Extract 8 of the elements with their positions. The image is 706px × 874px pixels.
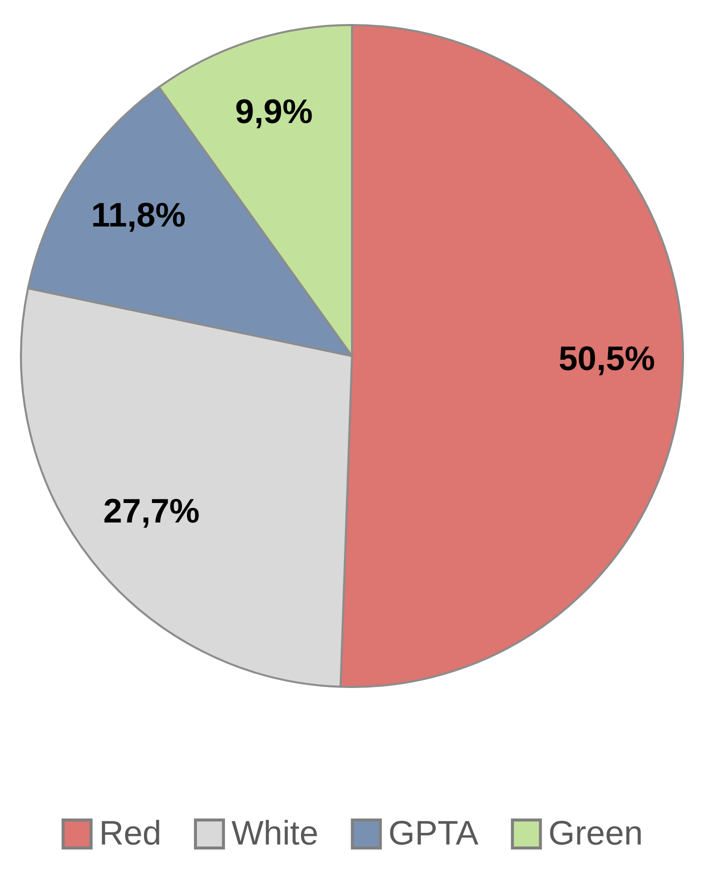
data-label: 50,5%: [558, 340, 656, 378]
legend-label: GPTA: [388, 814, 479, 852]
legend-label: Green: [548, 814, 643, 852]
legend-label: White: [231, 814, 318, 852]
legend-label: Red: [99, 814, 162, 852]
data-label: 11,8%: [91, 196, 186, 234]
data-label: 9,9%: [235, 92, 313, 131]
data-label: 27,7%: [103, 492, 200, 531]
